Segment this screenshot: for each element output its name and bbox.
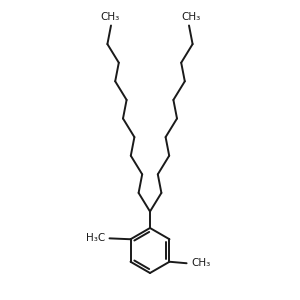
Text: CH₃: CH₃: [191, 258, 210, 268]
Text: CH₃: CH₃: [100, 12, 119, 22]
Text: H₃C: H₃C: [86, 233, 105, 243]
Text: CH₃: CH₃: [181, 12, 200, 22]
